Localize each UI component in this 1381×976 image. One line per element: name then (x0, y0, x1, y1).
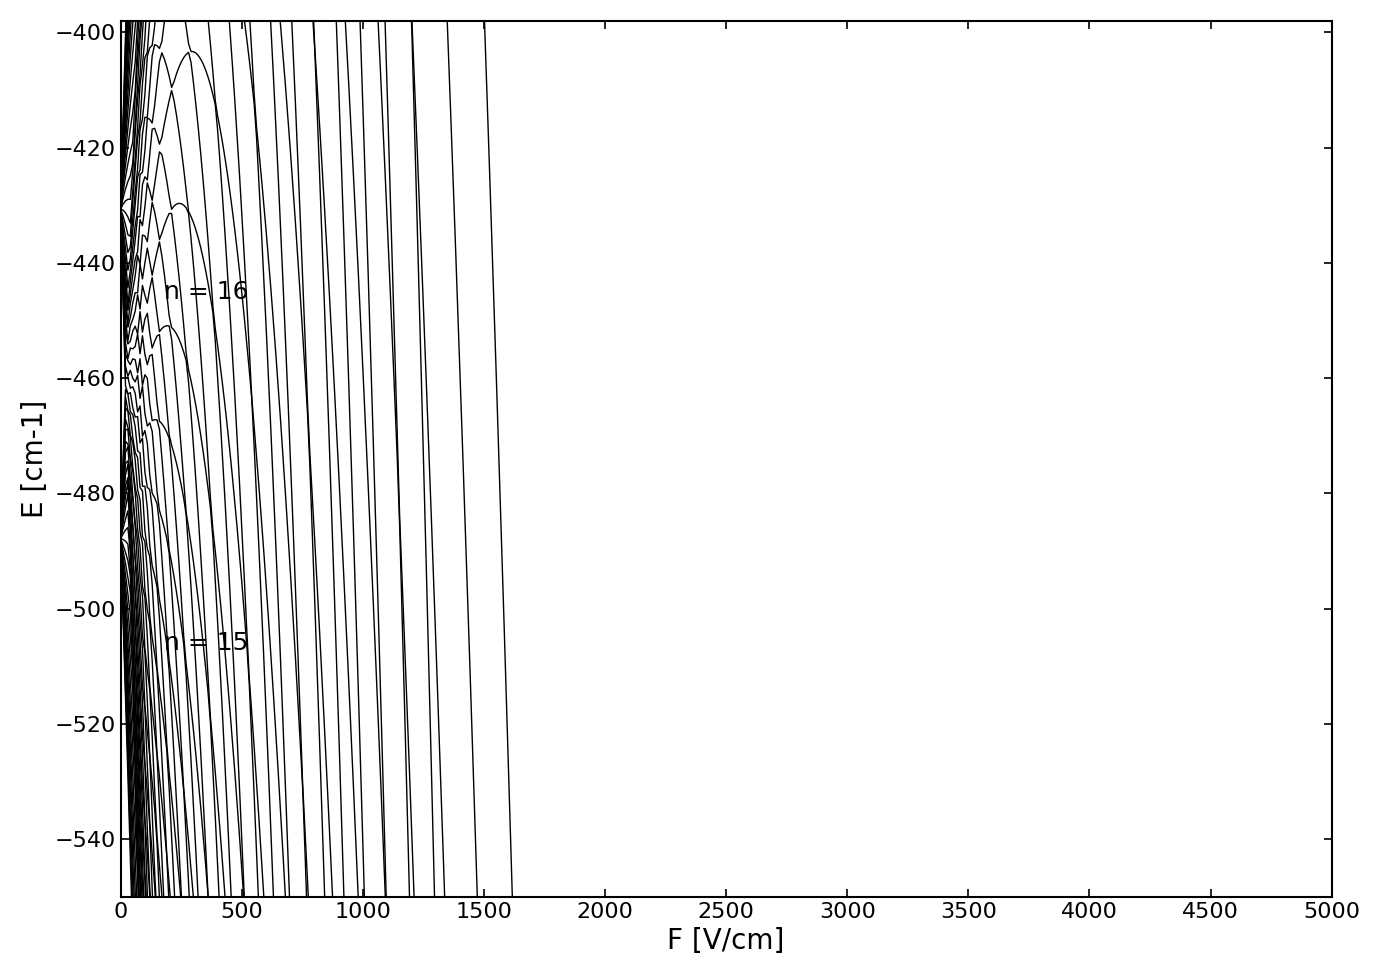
Text: n = 15: n = 15 (164, 631, 249, 655)
X-axis label: F [V/cm]: F [V/cm] (667, 927, 784, 956)
Y-axis label: E [cm-1]: E [cm-1] (21, 399, 48, 518)
Text: n = 16: n = 16 (164, 280, 249, 304)
